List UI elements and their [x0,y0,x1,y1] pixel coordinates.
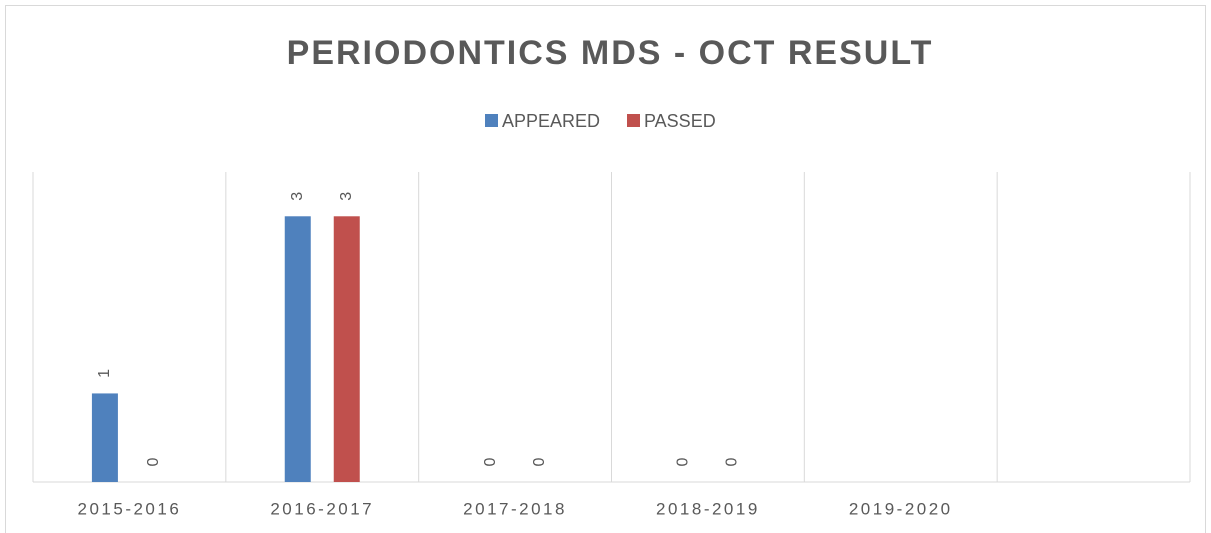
x-tick-label: 2017-2018 [463,499,567,518]
data-label: 0 [145,457,162,466]
legend-swatch [627,114,640,127]
chart-border [5,5,1206,533]
data-label: 0 [482,457,499,466]
x-tick-label: 2015-2016 [78,499,182,518]
data-label: 0 [724,457,741,466]
bar [333,216,360,483]
data-label: 0 [531,457,548,466]
data-label: 0 [675,457,692,466]
chart-title: PERIODONTICS MDS - OCT RESULT [287,34,934,72]
legend-label: APPEARED [502,111,600,131]
data-label: 1 [96,369,113,378]
legend-swatch [485,114,498,127]
x-tick-label: 2019-2020 [849,499,953,518]
x-tick-label: 2018-2019 [656,499,760,518]
bar [91,393,118,482]
legend-label: PASSED [644,111,716,131]
data-label: 3 [338,192,355,201]
x-tick-label: 2016-2017 [270,499,374,518]
data-label: 3 [289,192,306,201]
bar [284,216,311,483]
